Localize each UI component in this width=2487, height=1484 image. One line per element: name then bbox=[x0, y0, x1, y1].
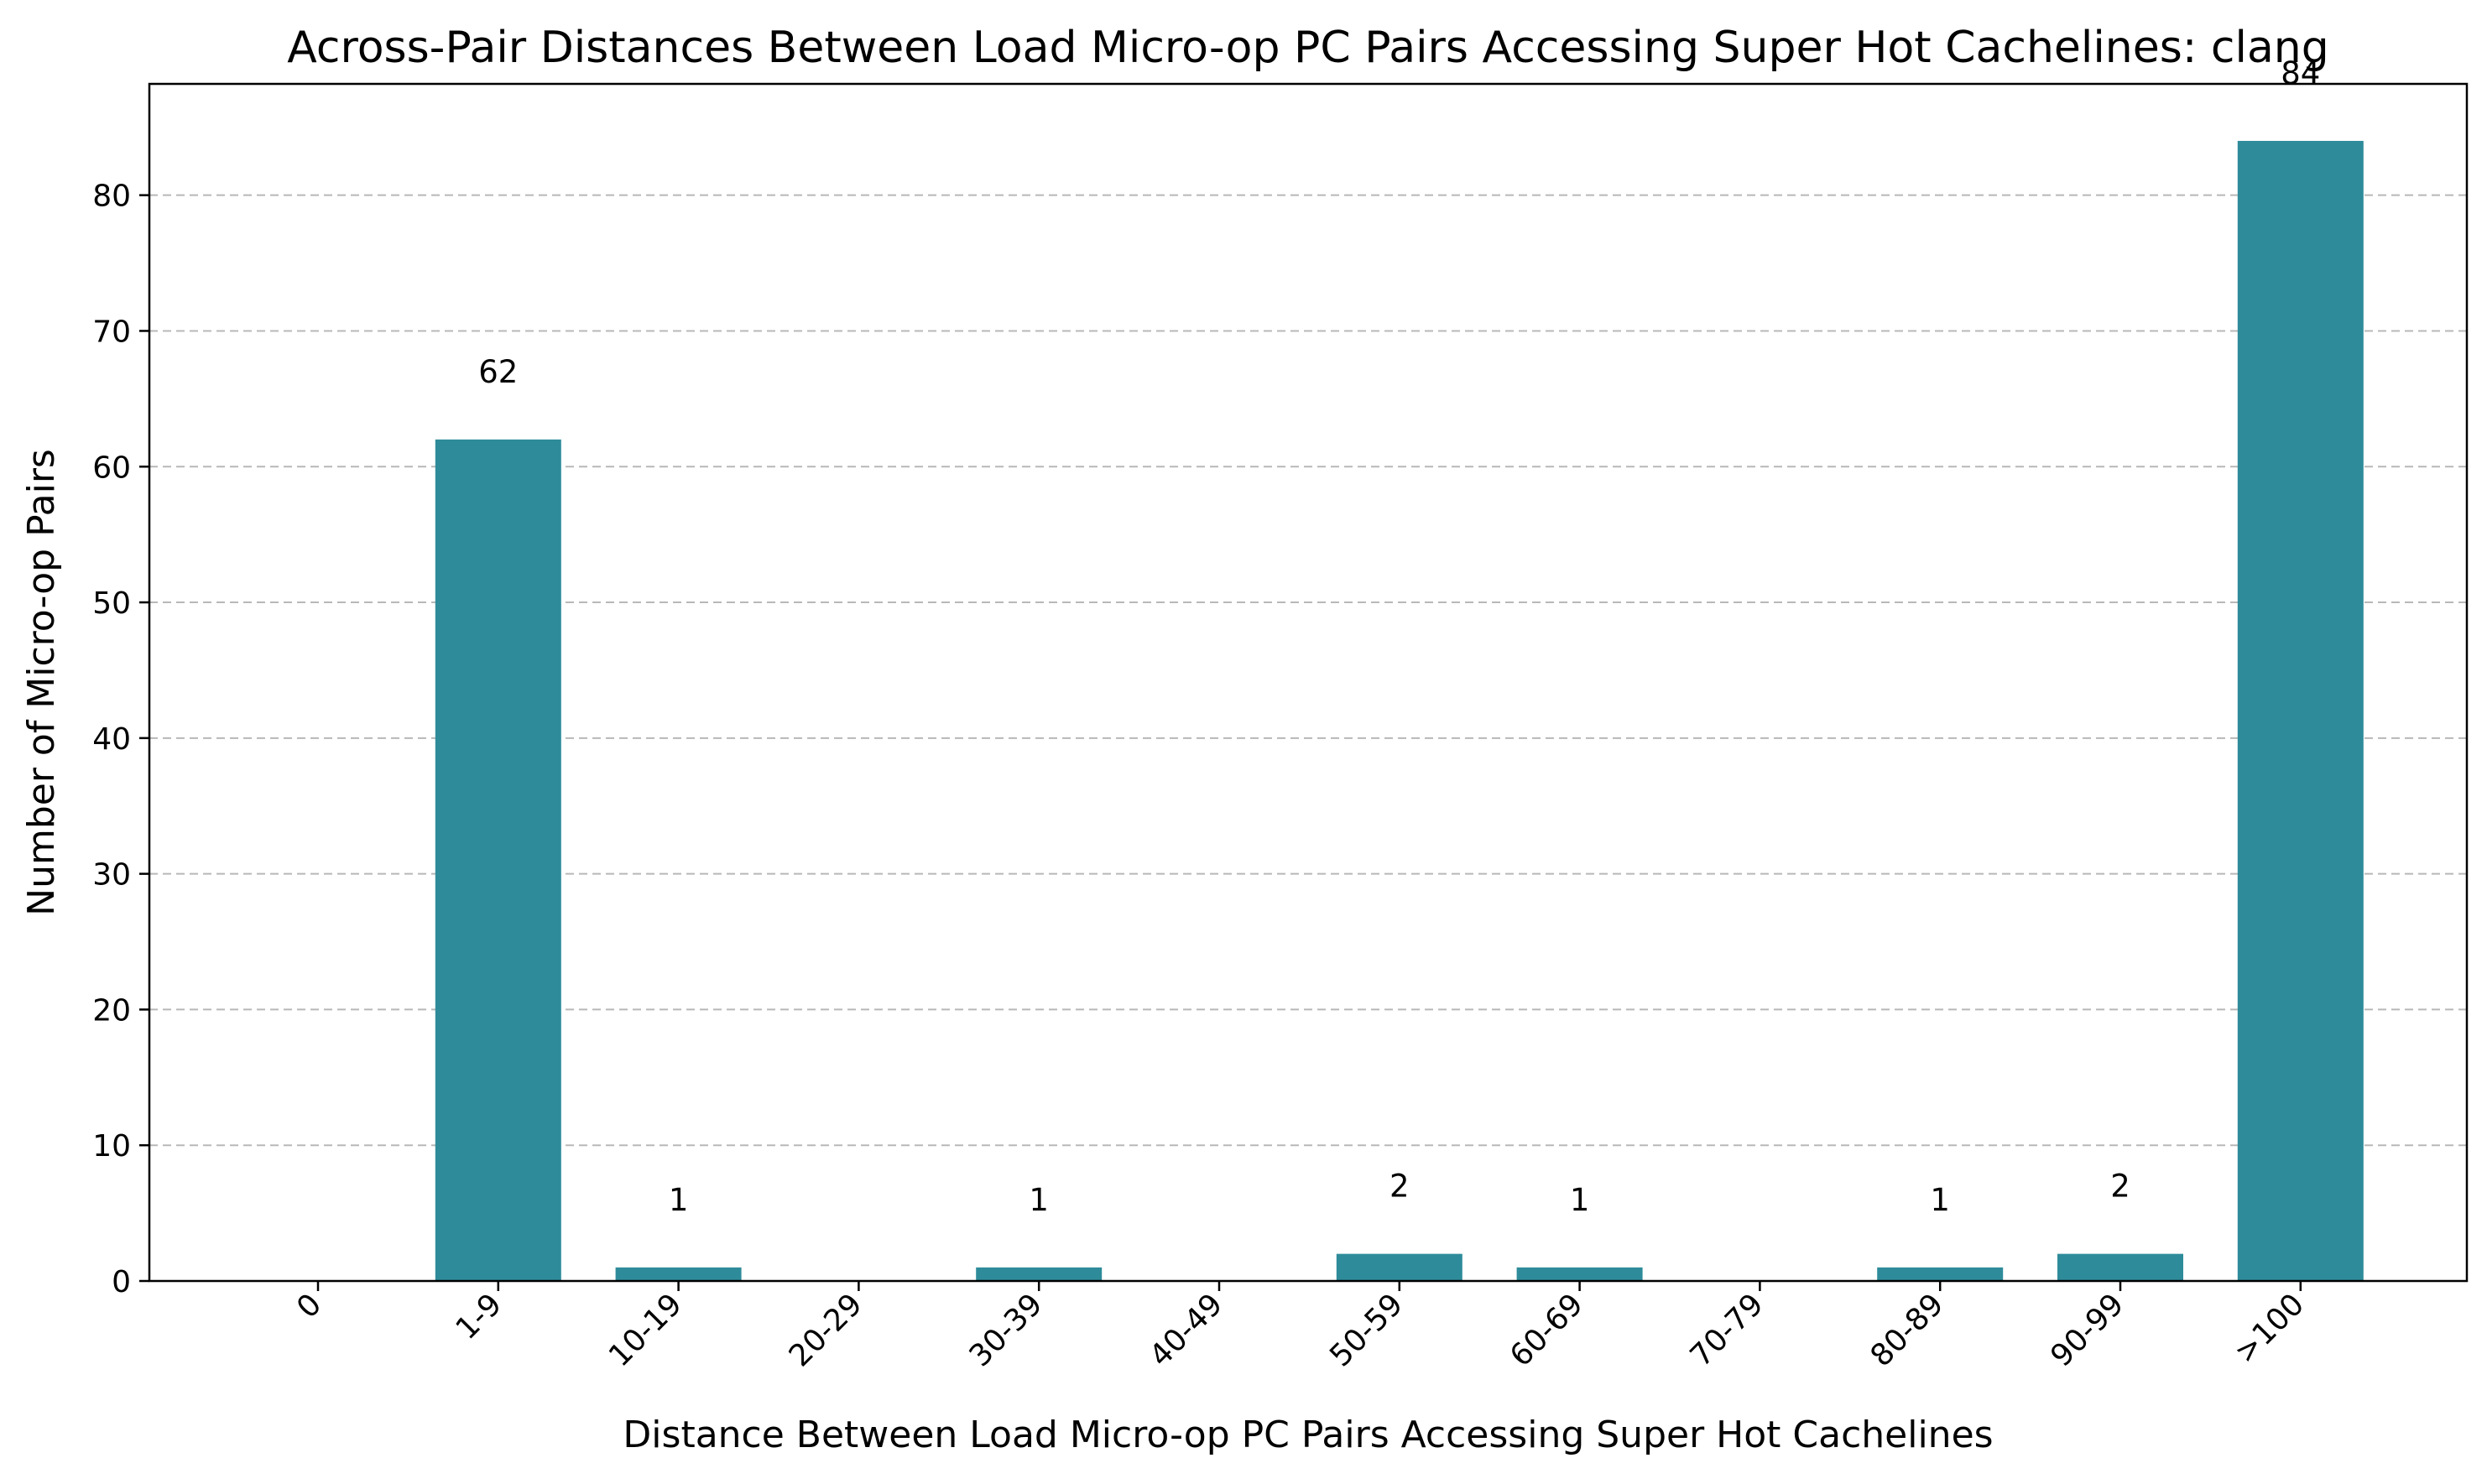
y-tick-label: 50 bbox=[92, 586, 131, 621]
plot-frame bbox=[148, 82, 2469, 1283]
data-label: 1 bbox=[669, 1182, 689, 1218]
data-label: 2 bbox=[1389, 1169, 1410, 1205]
x-axis-label: Distance Between Load Micro-op PC Pairs … bbox=[623, 1414, 1993, 1456]
bars bbox=[435, 140, 2364, 1281]
chart-title: Across-Pair Distances Between Load Micro… bbox=[287, 23, 2329, 73]
bar-10 bbox=[2057, 1253, 2183, 1281]
bar-2 bbox=[615, 1267, 742, 1281]
y-tick-label: 40 bbox=[92, 722, 131, 757]
bar-11 bbox=[2237, 140, 2364, 1281]
bar-9 bbox=[1877, 1267, 2004, 1281]
grid-lines bbox=[149, 194, 2467, 1147]
data-label: 1 bbox=[1570, 1182, 1590, 1218]
bar-7 bbox=[1516, 1267, 1643, 1281]
y-tick-label: 70 bbox=[92, 315, 131, 349]
data-label: 1 bbox=[1930, 1182, 1950, 1218]
data-label: 2 bbox=[2110, 1169, 2130, 1205]
y-axis-label: Number of Micro-op Pairs bbox=[20, 449, 63, 916]
bar-4 bbox=[976, 1267, 1103, 1281]
y-tick-label: 0 bbox=[112, 1265, 131, 1299]
y-tick-label: 20 bbox=[92, 993, 131, 1028]
bar-6 bbox=[1336, 1253, 1462, 1281]
y-tick-label: 80 bbox=[92, 180, 131, 214]
data-label: 1 bbox=[1029, 1182, 1049, 1218]
y-axis-ticks: 0 10 20 30 40 50 60 70 80 bbox=[92, 180, 149, 1299]
data-labels: 62 1 1 2 1 1 2 84 bbox=[478, 55, 2320, 1218]
data-label: 84 bbox=[2281, 55, 2320, 91]
y-tick-label: 60 bbox=[92, 450, 131, 485]
y-tick-label: 30 bbox=[92, 858, 131, 893]
data-label: 62 bbox=[478, 354, 518, 390]
y-tick-label: 10 bbox=[92, 1129, 131, 1164]
bar-1 bbox=[435, 439, 561, 1281]
